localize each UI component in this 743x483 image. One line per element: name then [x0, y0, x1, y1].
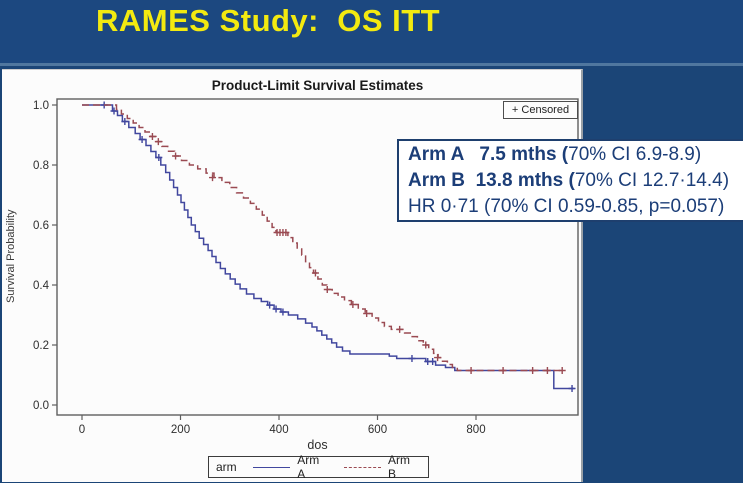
arm-a-median: Arm A 7.5 mths ( [408, 144, 569, 165]
arm-b-result-line: Arm B 13.8 mths (70% CI 12.7·14.4) [408, 168, 743, 194]
y-tick-label: 0.6 [33, 220, 49, 232]
plot-frame [56, 98, 579, 416]
y-tick-label: 1.0 [33, 100, 49, 112]
survival-curve-arm-b [82, 104, 563, 372]
censor-marks-arm-b [148, 133, 566, 374]
survival-chart-panel: Product-Limit Survival Estimates 1.0 0.8 0… [2, 69, 583, 482]
km-plot: 1.0 0.8 0.6 0.4 0.2 0.0 0 200 400 600 800 [33, 98, 579, 436]
survival-curve-arm-a [82, 104, 575, 390]
chart-title: Product-Limit Survival Estimates [211, 78, 424, 93]
slide-header-band [0, 0, 743, 66]
y-tick-label: 0.4 [33, 280, 50, 292]
arm-a-ci: 70% CI 6.9-8.9) [568, 144, 702, 165]
results-annotation-box: Arm A 7.5 mths (70% CI 6.9-8.9) Arm B 13… [397, 139, 743, 222]
censored-legend: + Censored [503, 101, 578, 119]
y-tick-label: 0.8 [33, 160, 49, 172]
x-tick-label: 600 [368, 424, 387, 436]
arm-legend: arm Arm A Arm B [208, 453, 429, 481]
arm-b-median: Arm B 13.8 mths ( [408, 170, 575, 191]
x-tick-label: 200 [171, 424, 190, 436]
x-axis-label: dos [307, 438, 328, 452]
arm-b-line-sample [343, 466, 382, 468]
hazard-ratio-line: HR 0·71 (70% CI 0.59-0.85, p=0.057) [408, 196, 725, 217]
slide-title: RAMES Study: OS ITT [96, 3, 441, 38]
y-tick-label: 0.2 [33, 340, 49, 352]
legend-label-arm-b: Arm B [388, 453, 411, 481]
x-tick-label: 800 [466, 424, 485, 436]
x-tick-label: 0 [79, 424, 85, 436]
legend-label-arm-a: Arm A [297, 453, 320, 481]
x-tick-label: 400 [269, 424, 288, 436]
legend-title: arm [216, 460, 237, 474]
arm-a-result-line: Arm A 7.5 mths (70% CI 6.9-8.9) [408, 142, 743, 168]
y-tick-label: 0.0 [33, 400, 49, 412]
arm-a-line-sample [252, 466, 291, 468]
arm-b-ci: 70% CI 12.7·14.4) [574, 170, 730, 191]
